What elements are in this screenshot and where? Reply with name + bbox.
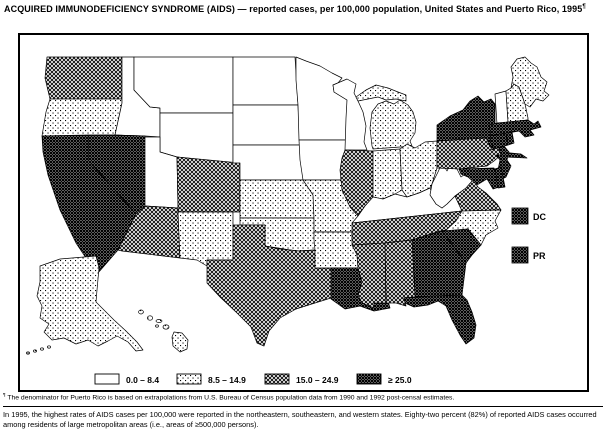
summary-text: In 1995, the highest rates of AIDS cases… — [3, 406, 603, 430]
footnote-text: The denominator for Puerto Rico is based… — [5, 394, 455, 402]
dc-swatch — [511, 207, 529, 225]
legend-swatch-1 — [94, 373, 120, 385]
state-ME — [510, 56, 550, 108]
legend-label-2: 8.5 – 14.9 — [208, 375, 246, 385]
state-MN — [295, 56, 348, 141]
legend-swatch-2 — [176, 373, 202, 385]
state-OH — [399, 140, 438, 198]
legend: 0.0 – 8.4 8.5 – 14.9 15.0 – 24.9 ≥ 25.0 — [94, 373, 412, 385]
title-footnote-marker: ¶ — [582, 3, 586, 10]
state-ND — [232, 56, 299, 106]
state-AL — [384, 239, 416, 307]
state-SD — [232, 104, 301, 146]
state-MI-lower — [369, 99, 417, 150]
state-OR — [41, 98, 123, 137]
dc-label: DC — [533, 212, 546, 222]
state-MT — [133, 56, 234, 114]
state-FL — [403, 294, 477, 345]
state-AZ — [117, 205, 181, 259]
state-MA — [488, 119, 542, 138]
legend-label-1: 0.0 – 8.4 — [126, 375, 159, 385]
footnote-marker: ¶ — [3, 393, 6, 398]
state-AK — [26, 255, 144, 355]
footnote: ¶ The denominator for Puerto Rico is bas… — [3, 393, 603, 401]
state-WI — [332, 78, 368, 151]
legend-label-4: ≥ 25.0 — [388, 375, 412, 385]
state-CT — [489, 132, 509, 150]
legend-swatch-4 — [356, 373, 382, 385]
state-DE — [494, 166, 506, 189]
legend-label-3: 15.0 – 24.9 — [296, 375, 339, 385]
pr-label: PR — [533, 251, 546, 261]
state-WA — [44, 56, 123, 100]
state-HI — [138, 309, 189, 353]
state-NY — [436, 95, 498, 151]
us-choropleth-map: DC PR 0.0 – 8.4 8.5 – 14.9 15.0 – 24.9 ≥… — [26, 56, 550, 385]
figure-title-text: ACQUIRED IMMUNODEFICIENCY SYNDROME (AIDS… — [4, 4, 583, 14]
state-MI-upper — [355, 84, 407, 102]
map-frame: DC PR 0.0 – 8.4 8.5 – 14.9 15.0 – 24.9 ≥… — [18, 33, 589, 392]
state-NM — [177, 211, 234, 267]
state-CO — [176, 156, 241, 213]
figure-title: ACQUIRED IMMUNODEFICIENCY SYNDROME (AIDS… — [4, 3, 601, 16]
state-WV — [429, 162, 474, 209]
state-RI — [505, 131, 515, 146]
pr-swatch — [511, 246, 529, 264]
state-MS — [351, 242, 387, 309]
state-TX — [206, 224, 332, 347]
state-IN — [372, 148, 403, 200]
legend-swatch-3 — [264, 373, 290, 385]
state-NC — [443, 209, 502, 246]
state-KS — [239, 179, 315, 219]
